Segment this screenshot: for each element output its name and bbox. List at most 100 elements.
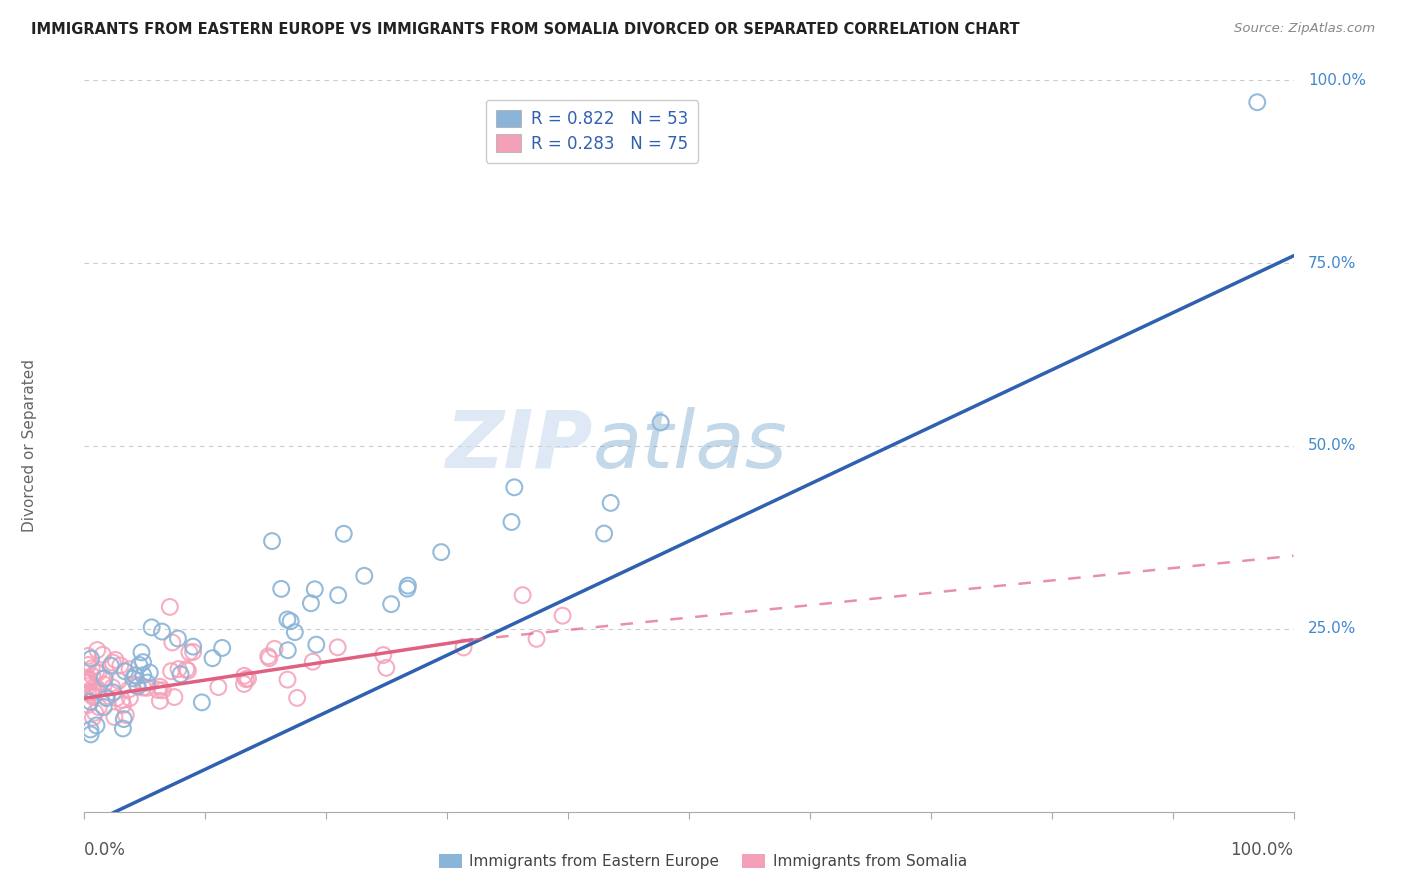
- Point: [115, 708, 138, 723]
- Point: [110, 658, 132, 673]
- Point: [77, 698, 100, 712]
- Point: [299, 596, 322, 610]
- Point: [104, 653, 127, 667]
- Point: [127, 680, 149, 694]
- Point: [149, 694, 172, 708]
- Point: [276, 613, 298, 627]
- Point: [259, 651, 281, 665]
- Point: [118, 691, 141, 706]
- Point: [83, 689, 105, 703]
- Point: [80, 651, 103, 665]
- Point: [112, 698, 135, 712]
- Point: [82, 690, 104, 704]
- Point: [124, 668, 146, 682]
- Point: [114, 665, 136, 679]
- Point: [650, 416, 672, 430]
- Point: [136, 675, 159, 690]
- Point: [526, 632, 548, 646]
- Point: [77, 673, 100, 687]
- Point: [146, 683, 169, 698]
- Point: [87, 665, 110, 680]
- Point: [167, 632, 190, 646]
- Text: Source: ZipAtlas.com: Source: ZipAtlas.com: [1234, 22, 1375, 36]
- Point: [177, 664, 200, 678]
- Point: [181, 645, 204, 659]
- Point: [93, 671, 115, 685]
- Point: [233, 677, 256, 691]
- Point: [599, 496, 621, 510]
- Text: 25.0%: 25.0%: [1308, 622, 1357, 636]
- Point: [284, 625, 307, 640]
- Text: 50.0%: 50.0%: [1308, 439, 1357, 453]
- Point: [176, 662, 198, 676]
- Point: [181, 640, 204, 654]
- Text: atlas: atlas: [592, 407, 787, 485]
- Point: [91, 672, 114, 686]
- Text: Divorced or Separated: Divorced or Separated: [22, 359, 38, 533]
- Point: [77, 673, 100, 688]
- Point: [375, 661, 398, 675]
- Point: [551, 608, 574, 623]
- Point: [82, 669, 104, 683]
- Point: [82, 681, 104, 695]
- Point: [118, 662, 141, 676]
- Point: [430, 545, 453, 559]
- Point: [118, 682, 141, 697]
- Point: [233, 669, 256, 683]
- Text: 100.0%: 100.0%: [1230, 841, 1294, 859]
- Point: [136, 681, 159, 695]
- Point: [301, 655, 323, 669]
- Point: [380, 597, 402, 611]
- Point: [87, 682, 110, 697]
- Point: [82, 684, 104, 698]
- Point: [79, 695, 101, 709]
- Point: [373, 648, 395, 662]
- Point: [260, 534, 283, 549]
- Point: [163, 690, 186, 704]
- Point: [132, 681, 155, 695]
- Point: [169, 667, 191, 681]
- Point: [191, 695, 214, 709]
- Point: [270, 582, 292, 596]
- Point: [125, 678, 148, 692]
- Point: [94, 690, 117, 704]
- Point: [512, 588, 534, 602]
- Point: [87, 700, 110, 714]
- Point: [107, 673, 129, 688]
- Point: [80, 727, 103, 741]
- Point: [80, 661, 103, 675]
- Point: [159, 599, 181, 614]
- Legend: R = 0.822   N = 53, R = 0.283   N = 75: R = 0.822 N = 53, R = 0.283 N = 75: [486, 100, 699, 162]
- Point: [326, 640, 349, 655]
- Point: [101, 681, 124, 695]
- Point: [128, 658, 150, 673]
- Point: [103, 710, 125, 724]
- Point: [86, 643, 108, 657]
- Text: 75.0%: 75.0%: [1308, 256, 1357, 270]
- Point: [503, 480, 526, 494]
- Point: [93, 677, 115, 691]
- Point: [139, 665, 162, 680]
- Point: [396, 579, 419, 593]
- Point: [77, 676, 100, 690]
- Point: [211, 640, 233, 655]
- Point: [131, 645, 153, 659]
- Point: [132, 668, 155, 682]
- Point: [101, 656, 124, 670]
- Point: [105, 691, 128, 706]
- Point: [201, 651, 224, 665]
- Point: [86, 718, 108, 732]
- Point: [84, 665, 107, 679]
- Point: [122, 672, 145, 686]
- Point: [152, 683, 174, 698]
- Point: [150, 624, 173, 639]
- Point: [167, 662, 190, 676]
- Point: [91, 648, 114, 662]
- Point: [326, 588, 349, 602]
- Legend: Immigrants from Eastern Europe, Immigrants from Somalia: Immigrants from Eastern Europe, Immigran…: [433, 848, 973, 875]
- Text: 100.0%: 100.0%: [1308, 73, 1367, 87]
- Point: [124, 668, 146, 682]
- Text: 0.0%: 0.0%: [84, 841, 127, 859]
- Point: [396, 582, 419, 596]
- Point: [96, 691, 118, 706]
